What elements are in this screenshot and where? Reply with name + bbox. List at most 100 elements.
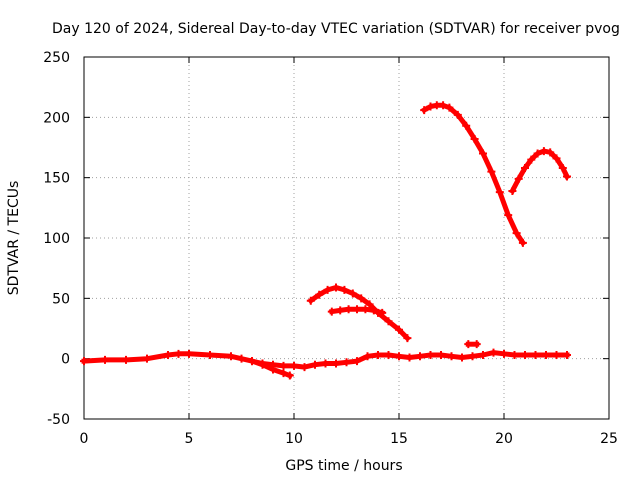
data-point xyxy=(514,174,523,183)
data-point xyxy=(479,351,487,360)
y-tick-label: 200 xyxy=(43,110,70,126)
series-group xyxy=(80,101,571,380)
data-point xyxy=(489,348,498,357)
data-point xyxy=(558,164,567,173)
data-point xyxy=(552,351,561,360)
y-tick-label: 100 xyxy=(43,231,70,247)
data-point xyxy=(336,306,345,315)
data-point xyxy=(80,357,88,366)
data-point xyxy=(174,349,183,358)
data-point xyxy=(437,351,445,360)
data-point xyxy=(323,285,332,294)
series-arc-d xyxy=(509,148,571,195)
data-point xyxy=(357,294,366,303)
data-point xyxy=(374,351,382,360)
grid-lines xyxy=(84,57,609,419)
data-point xyxy=(285,371,294,380)
x-tick-label: 5 xyxy=(185,431,194,447)
data-point xyxy=(279,361,288,370)
x-tick-label: 15 xyxy=(390,431,408,447)
data-point xyxy=(384,351,393,360)
data-point xyxy=(504,211,513,220)
data-point xyxy=(311,360,319,369)
x-tick-label: 10 xyxy=(285,431,303,447)
data-point xyxy=(533,149,542,158)
data-point xyxy=(510,351,519,360)
data-point xyxy=(321,359,330,368)
data-point xyxy=(527,155,536,164)
data-point xyxy=(384,317,393,326)
data-point xyxy=(315,290,324,299)
data-point xyxy=(258,360,267,369)
chart-title: Day 120 of 2024, Sidereal Day-to-day VTE… xyxy=(52,21,620,37)
data-point xyxy=(353,357,361,366)
data-point xyxy=(426,351,435,360)
data-point xyxy=(416,352,424,361)
data-point xyxy=(248,357,256,366)
data-point xyxy=(464,340,473,349)
data-point xyxy=(348,289,357,298)
data-point xyxy=(521,351,529,360)
data-point xyxy=(363,352,372,361)
data-point xyxy=(521,164,529,173)
data-point xyxy=(531,351,540,360)
data-point xyxy=(518,238,527,247)
data-point xyxy=(369,306,378,315)
data-point xyxy=(101,355,109,364)
data-point xyxy=(500,349,508,358)
data-point xyxy=(237,354,246,363)
x-tick-label: 25 xyxy=(600,431,618,447)
data-point xyxy=(546,148,555,157)
data-point xyxy=(279,369,288,378)
x-axis-title: GPS time / hours xyxy=(285,458,402,474)
data-point xyxy=(122,355,130,364)
data-point xyxy=(332,283,340,292)
data-point xyxy=(378,308,387,317)
y-tick-label: -50 xyxy=(47,412,70,428)
data-point xyxy=(365,300,374,309)
y-tick-label: 50 xyxy=(52,291,70,307)
data-point xyxy=(327,307,336,316)
x-tick-label: 20 xyxy=(495,431,513,447)
data-point xyxy=(340,285,349,294)
data-point xyxy=(405,353,414,362)
data-point xyxy=(439,101,448,110)
series-arc-a xyxy=(307,285,411,342)
data-point xyxy=(269,365,277,374)
data-point xyxy=(290,361,298,370)
data-point xyxy=(512,229,521,238)
data-point xyxy=(472,340,481,349)
data-point xyxy=(395,352,403,361)
data-point xyxy=(458,353,466,362)
data-point xyxy=(353,305,361,314)
data-point xyxy=(542,351,550,360)
series-arc-c xyxy=(420,102,527,247)
y-tick-label: 0 xyxy=(61,352,70,368)
data-point xyxy=(447,352,456,361)
data-point xyxy=(403,334,412,343)
data-point xyxy=(539,147,548,156)
data-point xyxy=(426,102,435,111)
data-point xyxy=(332,359,340,368)
data-point xyxy=(420,106,429,115)
data-point xyxy=(342,358,351,367)
data-point xyxy=(185,349,193,358)
x-tick-label: 0 xyxy=(80,431,89,447)
data-point xyxy=(487,167,496,176)
data-point xyxy=(508,186,517,195)
data-point xyxy=(462,121,471,130)
y-axis-title: SDTVAR / TECUs xyxy=(6,181,22,296)
data-point xyxy=(495,188,504,197)
data-point xyxy=(306,296,315,305)
data-point xyxy=(468,352,477,361)
data-point xyxy=(300,363,309,372)
data-point xyxy=(563,351,571,360)
data-point xyxy=(445,103,454,112)
data-point xyxy=(552,154,561,163)
data-point xyxy=(344,305,353,314)
data-point xyxy=(206,351,214,360)
data-point xyxy=(227,352,235,361)
data-point xyxy=(361,305,370,314)
y-tick-label: 250 xyxy=(43,50,70,66)
